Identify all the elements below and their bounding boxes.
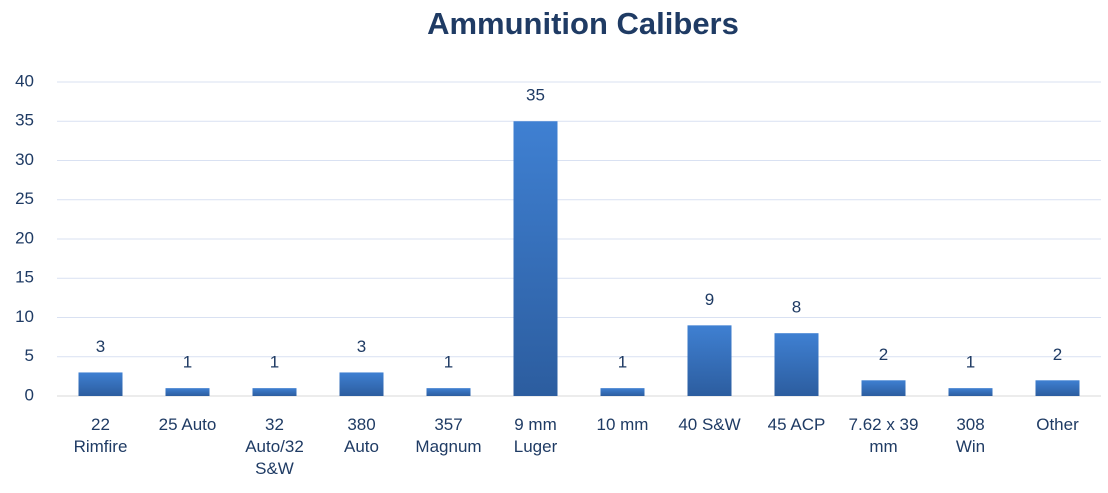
- data-label: 3: [96, 337, 105, 356]
- bar: [426, 388, 471, 396]
- x-tick-label: 308 Win: [956, 415, 985, 456]
- data-label: 3: [357, 337, 366, 356]
- data-label: 1: [618, 353, 627, 372]
- y-tick-label: 35: [15, 111, 34, 130]
- x-tick-label: 7.62 x 39 mm: [849, 415, 919, 456]
- bar: [339, 372, 384, 396]
- bar: [774, 333, 819, 396]
- bar: [861, 380, 906, 396]
- x-tick-label: 22 Rimfire: [74, 415, 128, 456]
- data-label: 1: [966, 353, 975, 372]
- y-tick-label: 25: [15, 189, 34, 208]
- data-label: 35: [526, 86, 545, 105]
- data-label: 2: [1053, 345, 1062, 364]
- bar: [165, 388, 210, 396]
- bar: [513, 121, 558, 396]
- x-tick-label: Other: [1036, 415, 1079, 434]
- bar: [1035, 380, 1080, 396]
- bar: [78, 372, 123, 396]
- y-tick-label: 30: [15, 150, 34, 169]
- y-tick-label: 0: [25, 385, 34, 404]
- x-tick-label: 45 ACP: [768, 415, 826, 434]
- data-label: 1: [270, 353, 279, 372]
- data-label: 1: [183, 353, 192, 372]
- bar: [687, 325, 732, 396]
- y-tick-label: 5: [25, 346, 34, 365]
- x-tick-label: 40 S&W: [678, 415, 740, 434]
- x-tick-label: 32 Auto/32 S&W: [245, 415, 304, 478]
- data-label: 9: [705, 290, 714, 309]
- x-tick-label: 10 mm: [597, 415, 649, 434]
- chart-title: Ammunition Calibers: [427, 6, 739, 41]
- y-tick-label: 20: [15, 228, 34, 247]
- data-label: 2: [879, 345, 888, 364]
- data-label: 8: [792, 298, 801, 317]
- data-label: 1: [444, 353, 453, 372]
- x-tick-label: 357 Magnum: [415, 415, 481, 456]
- x-tick-label: 380 Auto: [344, 415, 379, 456]
- bar: [252, 388, 297, 396]
- y-tick-label: 40: [15, 71, 34, 90]
- x-tick-label: 9 mm Luger: [514, 415, 558, 456]
- bar: [948, 388, 993, 396]
- x-tick-label: 25 Auto: [159, 415, 217, 434]
- bar: [600, 388, 645, 396]
- y-tick-label: 15: [15, 268, 34, 287]
- y-tick-label: 10: [15, 307, 34, 326]
